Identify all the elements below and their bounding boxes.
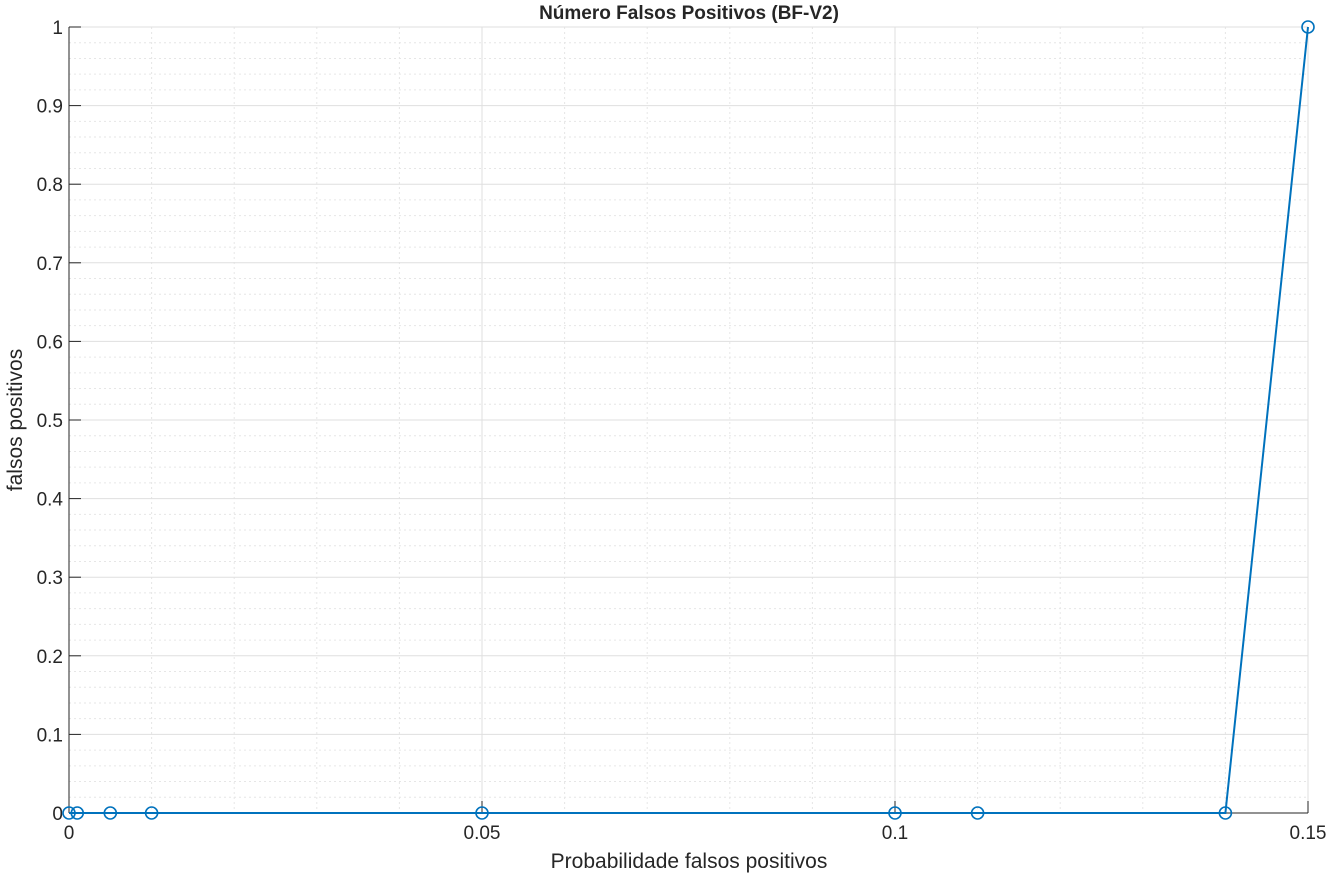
chart-title: Número Falsos Positivos (BF-V2) (539, 3, 839, 24)
data-point (144, 806, 159, 820)
data-point (1218, 806, 1233, 820)
ticks: 0 0.05 0.1 0.15 0 0.1 0.2 0.3 0.4 0.5 0.6 0.7 0.8 0.9… (37, 18, 1327, 844)
y-tick-label: 0.9 (37, 97, 63, 118)
data-point (475, 806, 489, 820)
y-tick-label: 0.4 (37, 490, 64, 511)
x-tick-label: 0 (64, 823, 75, 844)
y-tick-label: 0 (52, 804, 63, 825)
data-point (1301, 20, 1315, 34)
y-axis-label: falsos positivos (4, 349, 27, 491)
x-tick-label: 0.1 (882, 823, 908, 844)
data-point (103, 806, 118, 820)
y-tick-label: 0.2 (37, 647, 63, 668)
x-axis-label: Probabilidade falsos positivos (551, 850, 828, 873)
y-tick-label: 0.5 (37, 411, 63, 432)
series-line (69, 26, 1309, 814)
y-tick-label: 0.7 (37, 254, 63, 275)
minor-grid (69, 27, 1308, 813)
data-point (888, 806, 902, 820)
data-point (62, 806, 76, 820)
data-point (970, 806, 985, 820)
x-tick-label: 0.15 (1290, 823, 1327, 844)
series-layer (62, 20, 1315, 820)
y-tick-label: 0.8 (37, 175, 63, 196)
y-tick-label: 0.3 (37, 568, 63, 589)
major-grid (68, 26, 1309, 814)
x-tick-label: 0.05 (464, 823, 501, 844)
y-tick-label: 0.6 (37, 332, 63, 353)
y-tick-label: 0.1 (37, 725, 63, 746)
y-tick-label: 1 (52, 18, 63, 39)
data-point (70, 806, 85, 820)
